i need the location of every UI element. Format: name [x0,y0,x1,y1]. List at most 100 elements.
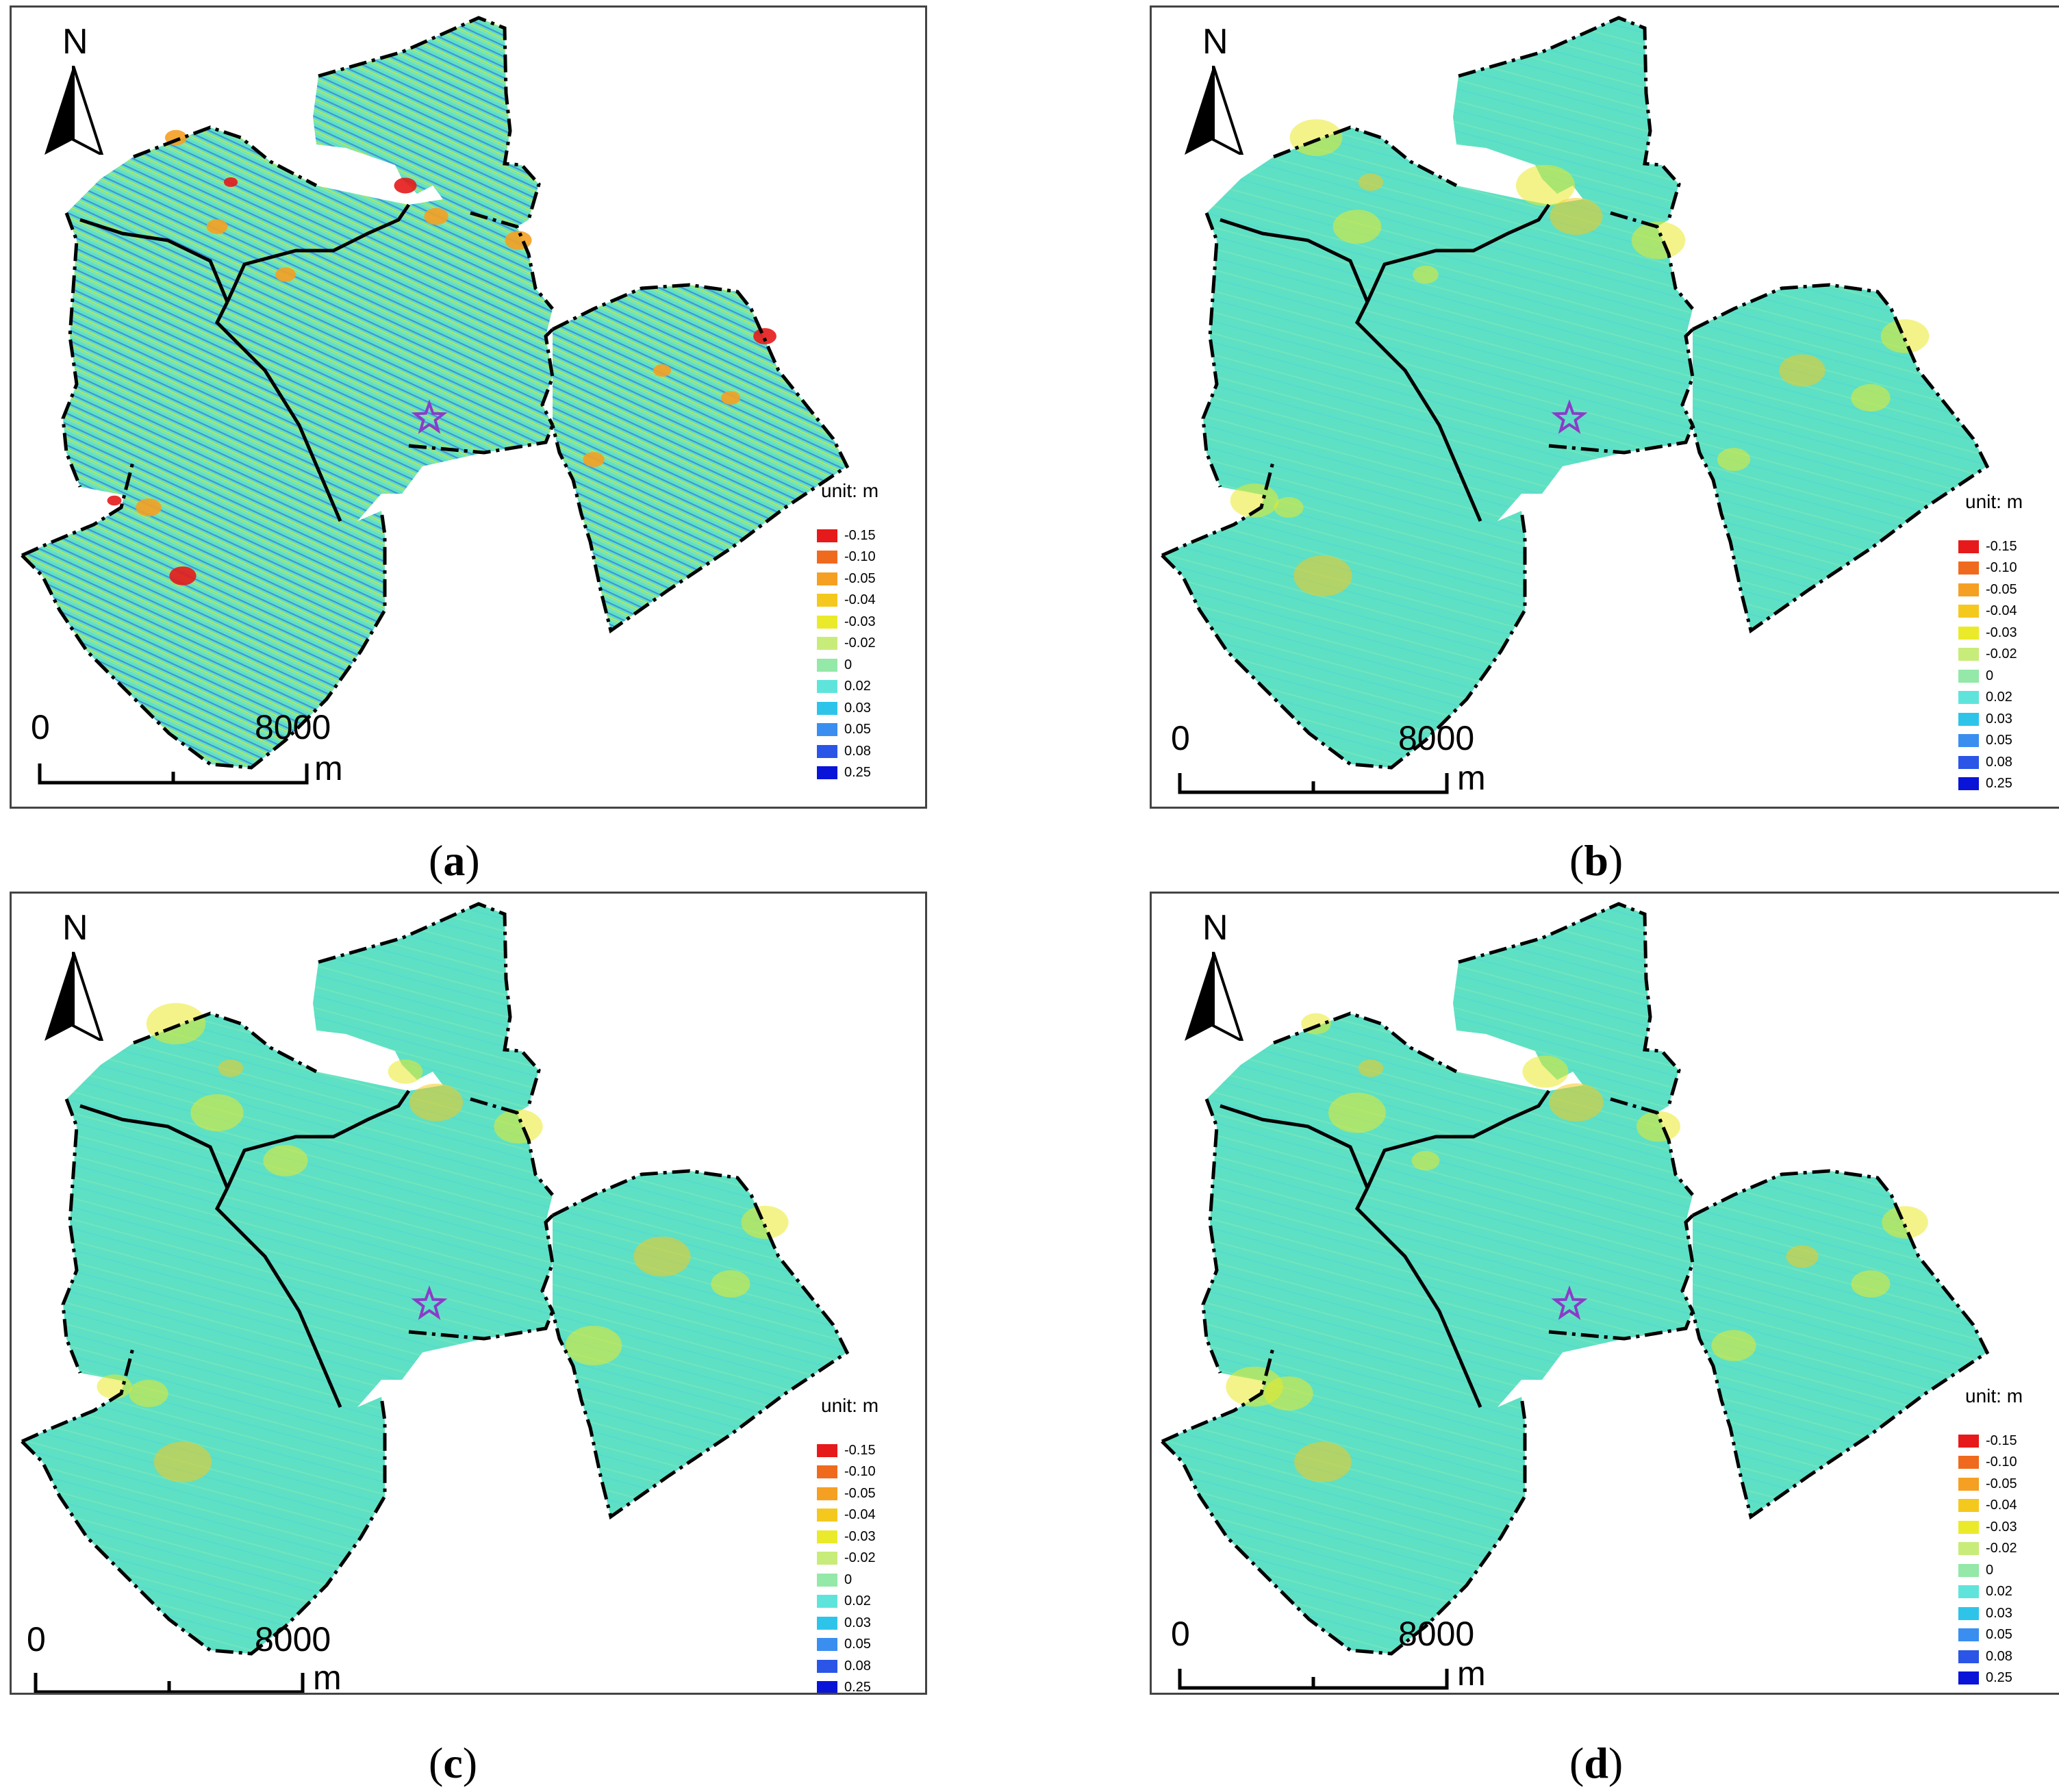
legend-value: 0.25 [844,765,871,780]
legend-entry: -0.10 [1958,558,2017,579]
anomaly-spot [153,1441,212,1482]
boundary-dashed [470,211,554,310]
boundary-dashed [1273,125,1458,188]
legend-swatch [1958,1434,1979,1448]
legend-value: 0.03 [844,700,871,716]
scale-start-label: 0 [1171,719,1190,757]
legend-swatch [817,1616,837,1630]
panel-caption-c: (c) [429,1739,478,1787]
legend-value: -0.05 [844,570,876,586]
legend-entry: -0.03 [1958,622,2017,643]
legend-swatch [817,1443,837,1457]
star-marker-icon [411,399,448,434]
region-east [553,285,847,631]
boundary-dashed [133,1011,318,1074]
legend-entry: 0.25 [817,1678,871,1695]
legend-swatch [1958,1563,1979,1577]
legend-entry: -0.04 [817,1505,876,1526]
legend-entry: 0.25 [1958,774,2012,794]
boundary-dashed [1161,1396,1527,1656]
legend-entry: -0.05 [817,568,876,589]
legend-swatch [1958,669,1979,683]
boundary-dashed [1680,328,1695,427]
anomaly-spot [1411,1150,1440,1171]
boundary-dashed [1548,1311,1695,1341]
legend-entry: 0.05 [1958,731,2012,751]
legend-swatch [817,1509,837,1522]
anomaly-spot [1631,221,1686,260]
legend-entry: 0.05 [817,1635,871,1655]
legend-entry: 0.03 [817,1613,871,1633]
anomaly-spot [1294,1441,1352,1482]
legend-swatch [1958,1628,1979,1641]
region-west [1203,1099,1460,1400]
legend-swatch [817,572,837,585]
anomaly-spot [1293,555,1352,596]
anomaly-spot [388,1059,423,1084]
panel-caption-b: (b) [1569,836,1624,885]
legend-swatch [1958,1606,1979,1620]
anomaly-spot [1328,1092,1386,1133]
region-east [553,1171,847,1517]
panel-caption-a: (a) [429,836,480,885]
anomaly-spot [1413,265,1439,284]
map-panel-d: N unit: m -0.15 -0.10 -0.05 -0.04 -0.03 -0.02… [1150,892,2059,1695]
legend-swatch [1958,626,1979,640]
legend-swatch [1958,561,1979,575]
legend-entry: -0.15 [1958,536,2017,557]
region-west [63,1099,320,1400]
region-south-west [22,446,385,768]
legend-swatch [817,594,837,607]
anomaly-spot [1882,1206,1928,1239]
legend-value: -0.03 [1986,624,2017,640]
legend-value: -0.10 [844,549,876,564]
legend-entry: 0.08 [817,741,871,761]
north-label: N [62,908,88,948]
legend-swatch [1958,583,1979,596]
map-surface [21,16,850,770]
anomaly-spot [741,1205,789,1239]
legend-swatch [1958,1499,1979,1512]
legend-swatch [1958,777,1979,790]
anomaly-spot [711,1270,750,1298]
map-panel-b: N unit: m -0.15 -0.10 -0.05 -0.04 -0.03 -0.02… [1150,5,2059,809]
anomaly-spot [424,207,449,225]
anomaly-spot [720,391,741,405]
legend-entry: 0.02 [817,1591,871,1612]
anomaly-spot [1274,496,1304,518]
boundary-dashed [21,1396,387,1656]
region-central [1357,199,1693,521]
legend-entry: -0.04 [1958,1496,2017,1516]
north-arrow-icon [1185,952,1244,1041]
anomaly-spot [206,219,228,234]
legend-value: 0.25 [844,1680,871,1695]
scale-end-label: 8000 [1398,719,1475,757]
legend-entry: 0.05 [1958,1625,2012,1645]
boundary-dashed [318,16,541,220]
region-central [217,199,553,521]
scale-unit-label: m [313,1658,342,1695]
legend-entry: -0.15 [1958,1430,2017,1451]
anomaly-spot [1264,1376,1313,1411]
anomaly-spot [263,1145,308,1176]
anomaly-spot [633,1236,691,1277]
region-north-east [1453,904,1679,1113]
legend-value: 0.25 [1986,1670,2012,1685]
region-north-west [1207,127,1549,302]
legend-value: 0.03 [1986,1605,2012,1621]
legend-entry: -0.02 [817,1548,876,1569]
anomaly-spot [1636,1111,1681,1142]
north-arrow-icon [1185,66,1244,155]
region-east [1693,285,1987,631]
legend-entry: 0.03 [817,698,871,718]
legend-entry: -0.15 [817,1440,876,1461]
legend-value: 0.05 [844,1637,871,1652]
boundary-dashed [1548,425,1695,455]
boundary-dashed [551,283,850,634]
north-label: N [1202,22,1228,62]
legend-entry: -0.04 [817,590,876,611]
legend-swatch [817,723,837,736]
legend-value: -0.03 [1986,1519,2017,1535]
legend-swatch [817,658,837,672]
scale-unit-label: m [314,749,343,787]
